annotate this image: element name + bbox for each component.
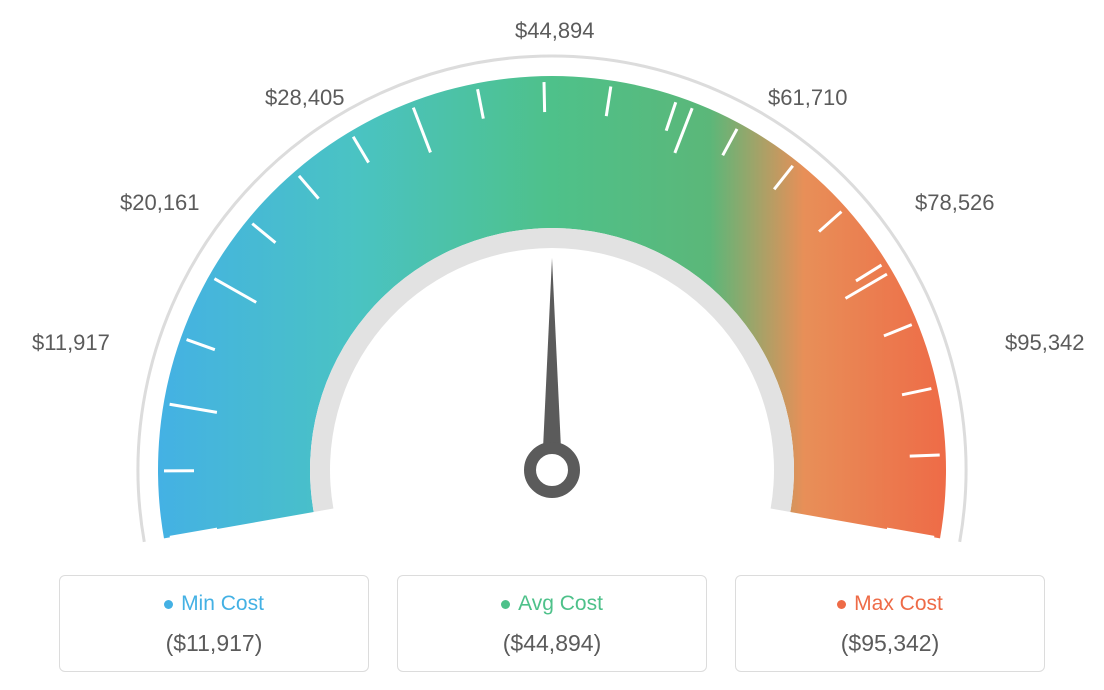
gauge-tick-label: $11,917	[32, 330, 110, 356]
legend-label-avg: Avg Cost	[518, 592, 603, 616]
legend-max-cost: Max Cost ($95,342)	[735, 575, 1045, 672]
legend-dot-max	[837, 600, 846, 609]
legend-avg-cost: Avg Cost ($44,894)	[397, 575, 707, 672]
legend-label-min: Min Cost	[181, 592, 264, 616]
gauge-tick-label: $20,161	[120, 190, 200, 216]
legend-value-min: ($11,917)	[70, 630, 358, 657]
gauge-tick-label: $95,342	[1005, 330, 1085, 356]
legend-value-avg: ($44,894)	[408, 630, 696, 657]
gauge-tick-label: $61,710	[768, 85, 848, 111]
legend-label-max: Max Cost	[854, 592, 943, 616]
legend-min-cost: Min Cost ($11,917)	[59, 575, 369, 672]
legend-value-max: ($95,342)	[746, 630, 1034, 657]
gauge-chart-container: $11,917 $20,161 $28,405 $44,894 $61,710 $78,5…	[0, 0, 1104, 690]
legend-dot-min	[164, 600, 173, 609]
gauge-svg	[0, 0, 1104, 560]
gauge-tick-label: $44,894	[515, 18, 595, 44]
legend-dot-avg	[501, 600, 510, 609]
cost-legend: Min Cost ($11,917) Avg Cost ($44,894) Ma…	[0, 575, 1104, 672]
gauge-tick-label: $78,526	[915, 190, 995, 216]
gauge-tick-label: $28,405	[265, 85, 345, 111]
